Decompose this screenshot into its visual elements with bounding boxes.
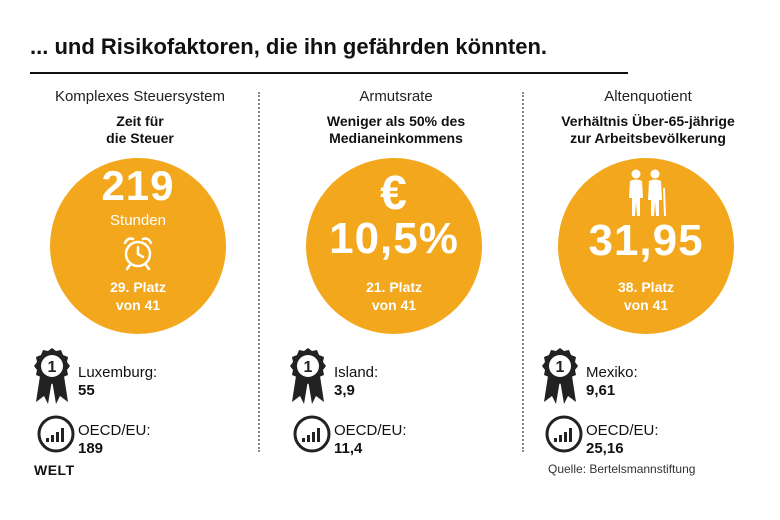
euro-icon: €: [380, 167, 408, 220]
best-country: Mexiko: 9,61: [586, 364, 638, 399]
elderly-couple-icon: [629, 169, 666, 217]
indicator-value: 219: [101, 162, 175, 209]
signal-bars-icon: [37, 415, 75, 453]
column-divider: [258, 92, 260, 452]
oecd-average: OECD/EU: 189: [78, 422, 151, 457]
signal-bars-icon: [545, 415, 583, 453]
medal-icon: 1: [34, 348, 70, 404]
medal-icon: 1: [290, 348, 326, 404]
value-circle: 219 Stunden 29. Platz von 41: [50, 158, 226, 334]
category-label: Komplexes Steuersystem: [54, 88, 226, 105]
best-country: Luxemburg: 55: [78, 364, 158, 399]
category-label: Armutsrate: [359, 88, 433, 105]
rank-label: 29. Platz von 41: [109, 279, 167, 313]
column-divider: [522, 92, 524, 452]
title-rule: [30, 72, 628, 74]
oecd-average: OECD/EU: 25,16: [586, 422, 659, 457]
welt-logo: WELT: [34, 462, 75, 478]
category-label: Altenquotient: [604, 88, 692, 105]
indicator-value: 31,95: [588, 216, 704, 265]
column-tax: Komplexes Steuersystem Zeit für die Steu…: [20, 84, 260, 474]
indicator-subtitle: Weniger als 50% des Medianeinkommens: [326, 113, 466, 146]
svg-text:1: 1: [304, 359, 313, 376]
column-poverty: Armutsrate Weniger als 50% des Medianein…: [276, 84, 516, 474]
value-circle: € 10,5% 21. Platz von 41: [306, 158, 482, 334]
medal-icon: 1: [542, 348, 578, 404]
indicator-subtitle: Zeit für die Steuer: [106, 113, 174, 146]
rank-label: 21. Platz von 41: [365, 279, 423, 313]
svg-text:1: 1: [48, 359, 57, 376]
page-title: ... und Risikofaktoren, die ihn gefährde…: [30, 34, 548, 59]
rank-label: 38. Platz von 41: [617, 279, 675, 313]
column-age-dependency: Altenquotient Verhältnis Über-65-jährige…: [528, 84, 768, 474]
oecd-average: OECD/EU: 11,4: [334, 422, 407, 457]
indicator-value: 10,5%: [329, 214, 459, 263]
indicator-unit: Stunden: [110, 212, 166, 229]
alarm-clock-icon: [123, 237, 153, 271]
svg-text:1: 1: [556, 359, 565, 376]
signal-bars-icon: [293, 415, 331, 453]
value-circle: 31,95 38. Platz von 41: [558, 158, 734, 334]
indicator-subtitle: Verhältnis Über-65-jährige zur Arbeitsbe…: [561, 113, 735, 146]
source-note: Quelle: Bertelsmannstiftung: [548, 462, 696, 476]
best-country: Island: 3,9: [334, 364, 379, 399]
